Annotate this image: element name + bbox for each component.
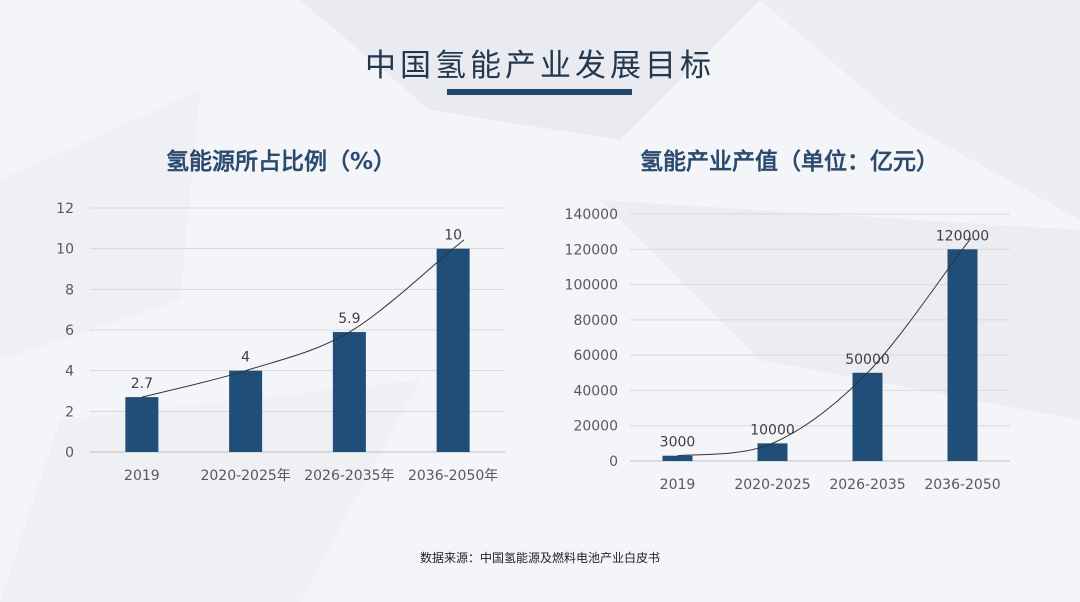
- trendline: [677, 248, 963, 457]
- data-label: 50000: [845, 352, 890, 368]
- y-tick-label: 100000: [565, 278, 618, 294]
- y-tick-label: 10: [56, 242, 74, 258]
- y-tick-label: 2: [65, 404, 74, 420]
- data-label: 4: [241, 350, 250, 366]
- chart-title-share: 氢能源所占比例（%）: [166, 149, 397, 175]
- x-tick-label: 2036-2050: [924, 477, 1000, 493]
- y-tick-label: 140000: [565, 207, 618, 223]
- y-tick-label: 8: [65, 282, 74, 298]
- data-label: 10000: [750, 422, 795, 438]
- y-tick-label: 20000: [573, 419, 618, 435]
- data-label: 2.7: [131, 376, 153, 392]
- title-underline: [447, 89, 632, 95]
- bar: [125, 397, 159, 452]
- y-tick-label: 60000: [573, 348, 618, 364]
- bar: [662, 455, 693, 461]
- y-tick-label: 12: [56, 201, 74, 217]
- x-tick-label: 2036-2050年: [408, 468, 498, 484]
- trendline-extension: [452, 239, 465, 250]
- bar: [332, 332, 366, 452]
- bar: [436, 248, 470, 452]
- x-tick-label: 2026-2035: [829, 477, 905, 493]
- data-label: 120000: [936, 228, 989, 244]
- y-tick-label: 4: [65, 364, 74, 380]
- bar: [852, 372, 883, 461]
- y-tick-label: 40000: [573, 383, 618, 399]
- y-tick-label: 80000: [573, 313, 618, 329]
- trendline: [141, 248, 454, 398]
- x-tick-label: 2019: [660, 477, 696, 493]
- data-label: 3000: [660, 435, 696, 451]
- chart-title-output: 氢能产业产值（单位：亿元）: [640, 149, 939, 175]
- trendline-extension: [962, 237, 972, 250]
- x-tick-label: 2020-2025: [734, 477, 810, 493]
- y-tick-label: 0: [65, 445, 74, 461]
- x-tick-label: 2026-2035年: [304, 468, 394, 484]
- data-source: 数据来源：中国氢能源及燃料电池产业白皮书: [419, 551, 660, 565]
- y-tick-label: 6: [65, 323, 74, 339]
- data-label: 5.9: [338, 311, 360, 327]
- bar: [757, 443, 788, 461]
- data-label: 10: [444, 228, 462, 244]
- y-tick-label: 0: [609, 454, 618, 470]
- bar: [947, 249, 978, 461]
- x-tick-label: 2019: [124, 468, 160, 484]
- bar: [229, 370, 263, 452]
- page-title: 中国氢能产业发展目标: [365, 48, 715, 84]
- x-tick-label: 2020-2025年: [200, 468, 290, 484]
- y-tick-label: 120000: [565, 242, 618, 258]
